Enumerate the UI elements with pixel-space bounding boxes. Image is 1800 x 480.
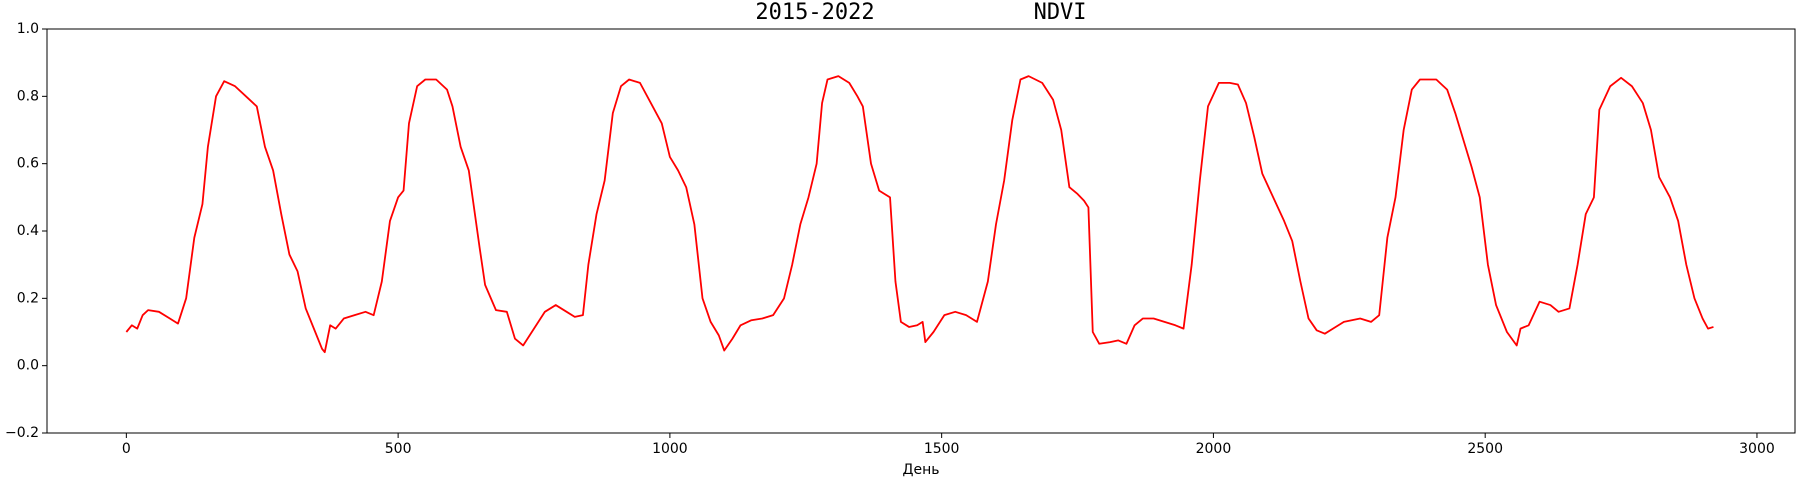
y-tick-label: 1.0 bbox=[17, 21, 39, 37]
plot-frame bbox=[46, 28, 1796, 434]
x-tick-label: 3000 bbox=[1739, 441, 1775, 457]
x-axis-label: День bbox=[903, 462, 940, 478]
chart-title: 2015-2022 NDVI bbox=[755, 0, 1086, 25]
ndvi-line bbox=[125, 75, 1714, 354]
y-tick-label: 0.4 bbox=[17, 223, 39, 239]
y-tick-label: 0.6 bbox=[17, 156, 39, 172]
y-tick-label: 0.8 bbox=[17, 88, 39, 104]
x-tick-label: 0 bbox=[122, 441, 131, 457]
y-tick-label: −0.2 bbox=[5, 425, 39, 441]
y-tick-label: 0.2 bbox=[17, 290, 39, 306]
y-tick-label: 0.0 bbox=[17, 358, 39, 374]
x-tick-label: 1500 bbox=[924, 441, 960, 457]
x-tick-label: 2500 bbox=[1467, 441, 1503, 457]
x-tick-label: 1000 bbox=[652, 441, 688, 457]
x-tick-label: 500 bbox=[385, 441, 412, 457]
x-tick-label: 2000 bbox=[1196, 441, 1232, 457]
